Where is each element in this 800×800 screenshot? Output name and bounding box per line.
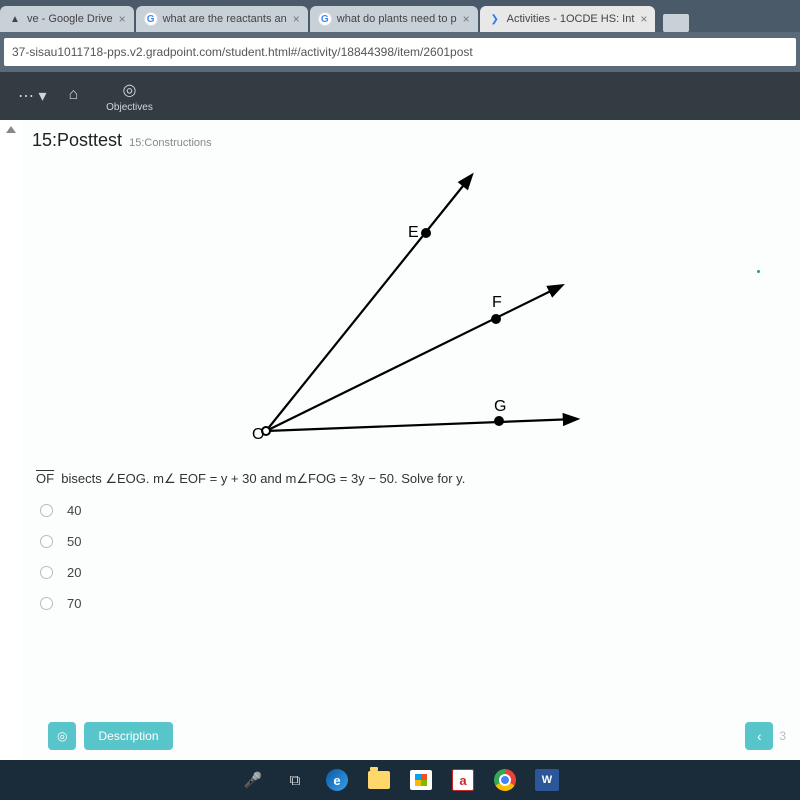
angle-eof: EOF: [179, 471, 206, 486]
label-o: O: [252, 426, 264, 443]
home-icon: ⌂: [68, 86, 78, 104]
figure-svg: O E F G: [196, 171, 616, 461]
expr1: y + 30: [221, 471, 257, 486]
page-number: 15:: [32, 130, 57, 150]
pager: ‹ 3: [745, 722, 786, 750]
page-title: 15:Posttest 15:Constructions: [32, 130, 780, 151]
tab-label: what are the reactants an: [163, 13, 287, 25]
label-e: E: [408, 224, 419, 241]
tab-drive[interactable]: ▲ ve - Google Drive ×: [0, 6, 134, 32]
main-panel: 15:Posttest 15:Constructions: [22, 120, 800, 760]
file-explorer-icon[interactable]: [365, 766, 393, 794]
close-icon[interactable]: ×: [293, 12, 300, 26]
description-button[interactable]: Description: [84, 722, 172, 750]
content-area: 15:Posttest 15:Constructions: [0, 120, 800, 760]
angle-full: EOG: [117, 471, 146, 486]
objectives-label: Objectives: [106, 102, 153, 113]
word-icon[interactable]: W: [533, 766, 561, 794]
radio-icon[interactable]: [40, 566, 53, 579]
hint-button[interactable]: ◎: [48, 722, 76, 750]
task-view-icon[interactable]: ⧉: [281, 766, 309, 794]
answer-label: 40: [67, 503, 81, 518]
answer-option[interactable]: 20: [40, 565, 780, 580]
geometry-figure: O E F G: [196, 171, 616, 461]
tab-label: ve - Google Drive: [27, 13, 113, 25]
app-a-icon[interactable]: a: [449, 766, 477, 794]
tab-google-1[interactable]: G what are the reactants an ×: [136, 6, 308, 32]
activity-icon: ❯: [488, 12, 502, 26]
label-f: F: [492, 294, 502, 311]
google-icon: G: [144, 12, 158, 26]
google-icon: G: [318, 12, 332, 26]
radio-icon[interactable]: [40, 597, 53, 610]
page-title-text: Posttest: [57, 130, 122, 150]
description-label: Description: [98, 729, 158, 743]
app-toolbar: ⋯ ▾ ⌂ ◎ Objectives: [0, 72, 800, 120]
tab-bar: ▲ ve - Google Drive × G what are the rea…: [0, 0, 800, 32]
menu-dots-icon[interactable]: ⋯ ▾: [18, 86, 46, 106]
answer-option[interactable]: 70: [40, 596, 780, 611]
bottom-controls: ◎ Description: [48, 722, 173, 750]
answer-label: 20: [67, 565, 81, 580]
expr2: 3y − 50: [351, 471, 394, 486]
tab-activities[interactable]: ❯ Activities - 1OCDE HS: Int ×: [480, 6, 656, 32]
answer-option[interactable]: 40: [40, 503, 780, 518]
scroll-up-button[interactable]: [0, 120, 22, 760]
artifact-dot: [757, 270, 760, 273]
new-tab-button[interactable]: [663, 14, 689, 32]
answer-option[interactable]: 50: [40, 534, 780, 549]
chrome-icon[interactable]: [491, 766, 519, 794]
mic-icon[interactable]: 🎤: [239, 766, 267, 794]
url-text: 37-sisau1011718-pps.v2.gradpoint.com/stu…: [12, 45, 473, 59]
close-icon[interactable]: ×: [640, 12, 647, 26]
target-icon: ◎: [57, 729, 67, 743]
angle-fog: FOG: [308, 471, 336, 486]
answer-list: 40 50 20 70: [40, 503, 780, 611]
store-icon[interactable]: [407, 766, 435, 794]
target-icon: ◎: [123, 80, 137, 100]
chevron-left-icon: ‹: [757, 728, 762, 744]
page-subtitle: 15:Constructions: [129, 137, 212, 149]
answer-label: 50: [67, 534, 81, 549]
close-icon[interactable]: ×: [463, 12, 470, 26]
close-icon[interactable]: ×: [119, 12, 126, 26]
url-bar[interactable]: 37-sisau1011718-pps.v2.gradpoint.com/stu…: [4, 38, 796, 66]
tab-label: Activities - 1OCDE HS: Int: [507, 13, 635, 25]
radio-icon[interactable]: [40, 504, 53, 517]
question-text: OF bisects ∠EOG. m∠ EOF = y + 30 and m∠F…: [36, 471, 780, 487]
tab-label: what do plants need to p: [337, 13, 457, 25]
home-button[interactable]: ⌂: [68, 86, 78, 106]
radio-icon[interactable]: [40, 535, 53, 548]
drive-icon: ▲: [8, 12, 22, 26]
bisector-segment: OF: [36, 471, 54, 486]
objectives-button[interactable]: ◎ Objectives: [106, 80, 153, 113]
url-bar-row: 37-sisau1011718-pps.v2.gradpoint.com/stu…: [0, 32, 800, 72]
edge-browser-icon[interactable]: e: [323, 766, 351, 794]
browser-chrome: ▲ ve - Google Drive × G what are the rea…: [0, 0, 800, 72]
label-g: G: [494, 398, 506, 415]
page-count: 3: [779, 729, 786, 743]
tab-google-2[interactable]: G what do plants need to p ×: [310, 6, 478, 32]
windows-taskbar: 🎤 ⧉ e a W: [0, 760, 800, 800]
question-tail: Solve for y.: [401, 471, 465, 486]
answer-label: 70: [67, 596, 81, 611]
prev-button[interactable]: ‹: [745, 722, 773, 750]
